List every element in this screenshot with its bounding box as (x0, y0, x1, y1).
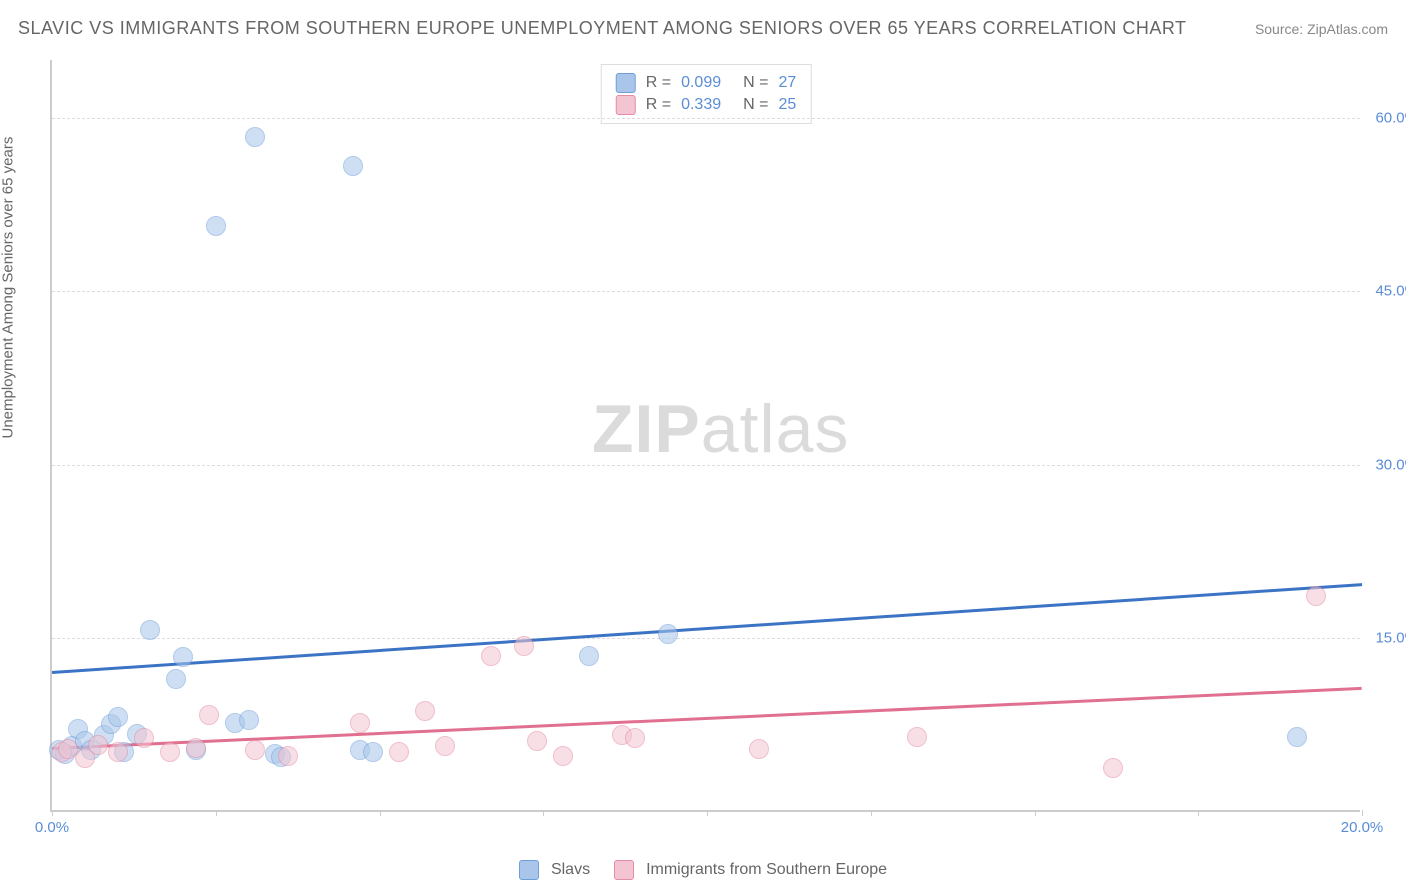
scatter-point (907, 727, 927, 747)
scatter-point (625, 728, 645, 748)
scatter-point (108, 707, 128, 727)
scatter-point (160, 742, 180, 762)
scatter-point (579, 646, 599, 666)
scatter-point (1287, 727, 1307, 747)
scatter-point (1103, 758, 1123, 778)
watermark-bold: ZIP (592, 391, 701, 467)
scatter-point (363, 742, 383, 762)
scatter-point (514, 636, 534, 656)
xtick-mark (543, 810, 544, 816)
gridline (52, 291, 1360, 292)
trend-line (52, 583, 1362, 673)
legend-stats-row-1: R = 0.099 N = 27 (616, 73, 797, 93)
watermark: ZIPatlas (592, 390, 849, 468)
watermark-light: atlas (701, 391, 850, 467)
legend-swatch-immigrants (616, 95, 636, 115)
scatter-point (527, 731, 547, 751)
scatter-point (245, 740, 265, 760)
xtick-label: 20.0% (1341, 819, 1384, 836)
r-label: R = (646, 74, 671, 92)
scatter-point (435, 736, 455, 756)
r-label-2: R = (646, 96, 671, 114)
legend-swatch-slavs-bottom (519, 860, 539, 880)
scatter-point (108, 742, 128, 762)
xtick-mark (1198, 810, 1199, 816)
legend-swatch-slavs (616, 73, 636, 93)
n-label-2: N = (743, 96, 768, 114)
gridline (52, 638, 1360, 639)
legend-swatch-immigrants-bottom (614, 860, 634, 880)
scatter-point (173, 647, 193, 667)
scatter-point (140, 620, 160, 640)
scatter-point (88, 735, 108, 755)
scatter-point (350, 713, 370, 733)
n-value-1: 27 (778, 74, 796, 92)
scatter-point (199, 705, 219, 725)
y-axis-label: Unemployment Among Seniors over 65 years (0, 137, 17, 439)
xtick-mark (707, 810, 708, 816)
scatter-point (278, 746, 298, 766)
title-bar: SLAVIC VS IMMIGRANTS FROM SOUTHERN EUROP… (18, 18, 1388, 39)
ytick-label: 60.0% (1375, 109, 1406, 126)
ytick-label: 45.0% (1375, 283, 1406, 300)
legend-series: Slavs Immigrants from Southern Europe (0, 860, 1406, 880)
scatter-point (1306, 586, 1326, 606)
legend-stats-row-2: R = 0.339 N = 25 (616, 95, 797, 115)
n-label: N = (743, 74, 768, 92)
ytick-label: 15.0% (1375, 630, 1406, 647)
xtick-mark (871, 810, 872, 816)
scatter-point (389, 742, 409, 762)
legend-stats: R = 0.099 N = 27 R = 0.339 N = 25 (601, 64, 812, 124)
scatter-point (658, 624, 678, 644)
r-value-2: 0.339 (681, 96, 721, 114)
scatter-point (166, 669, 186, 689)
source-label: Source: ZipAtlas.com (1255, 21, 1388, 37)
scatter-point (206, 216, 226, 236)
xtick-mark (52, 810, 53, 816)
n-value-2: 25 (778, 96, 796, 114)
chart-title: SLAVIC VS IMMIGRANTS FROM SOUTHERN EUROP… (18, 18, 1187, 39)
r-value-1: 0.099 (681, 74, 721, 92)
scatter-point (481, 646, 501, 666)
plot-area: R = 0.099 N = 27 R = 0.339 N = 25 ZIPatl… (50, 60, 1360, 812)
ytick-label: 30.0% (1375, 456, 1406, 473)
scatter-point (343, 156, 363, 176)
xtick-mark (216, 810, 217, 816)
gridline (52, 465, 1360, 466)
xtick-mark (1362, 810, 1363, 816)
legend-label-slavs: Slavs (551, 861, 590, 879)
scatter-point (553, 746, 573, 766)
scatter-point (239, 710, 259, 730)
scatter-point (134, 728, 154, 748)
scatter-point (415, 701, 435, 721)
gridline (52, 118, 1360, 119)
scatter-point (749, 739, 769, 759)
scatter-point (186, 738, 206, 758)
xtick-mark (380, 810, 381, 816)
scatter-point (245, 127, 265, 147)
xtick-label: 0.0% (35, 819, 69, 836)
legend-label-immigrants: Immigrants from Southern Europe (646, 861, 887, 879)
xtick-mark (1035, 810, 1036, 816)
